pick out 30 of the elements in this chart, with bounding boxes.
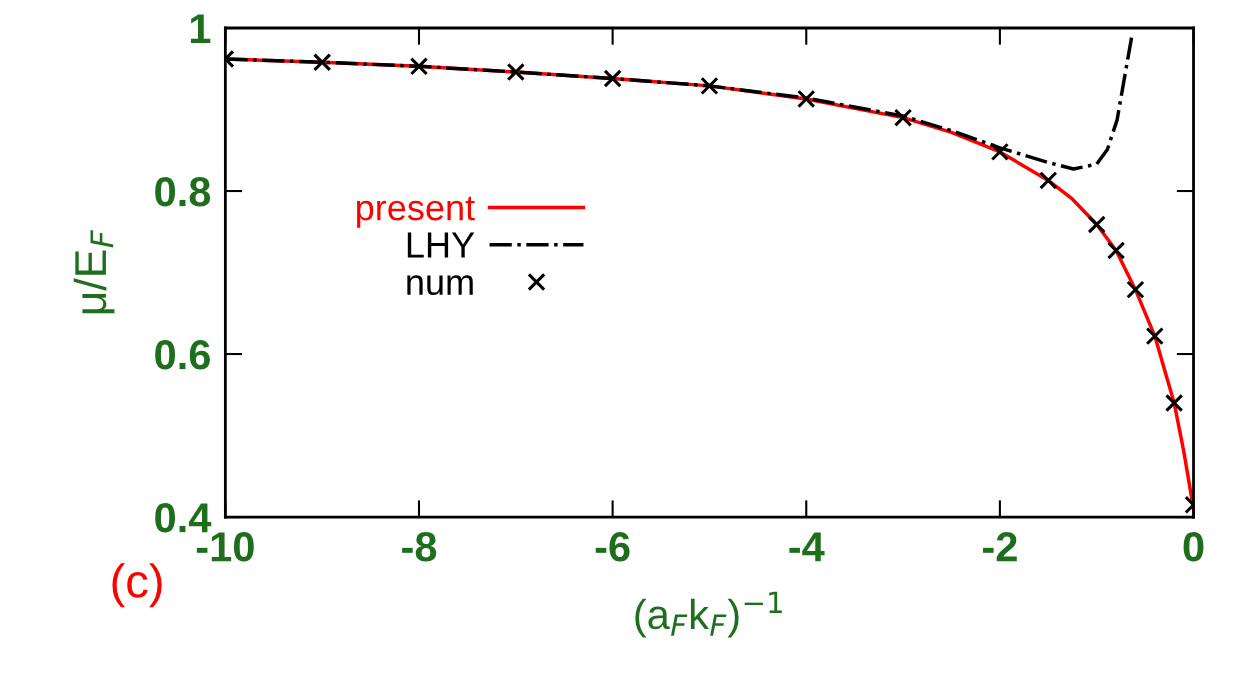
point — [1165, 393, 1184, 413]
point — [1039, 171, 1058, 190]
legend-label: LHY — [407, 232, 475, 258]
x-tick-label: -10 — [196, 532, 254, 562]
y-tick-label: 1 — [190, 14, 211, 44]
point — [313, 53, 332, 72]
point — [797, 89, 816, 109]
point — [990, 142, 1010, 162]
point — [409, 57, 429, 76]
y-axis-title: μ/E$_{F}$ — [73, 230, 115, 314]
point — [1126, 280, 1145, 299]
x-axis-title: (a$_{F}$k$_{F}$)$^{−1}$ — [635, 591, 782, 638]
x-tick-label: -2 — [983, 532, 1017, 562]
y-tick-label: 0.6 — [155, 340, 210, 370]
point — [700, 76, 719, 96]
x-tick-label: -8 — [402, 532, 437, 562]
legend-label: present — [357, 196, 475, 228]
x-tick-label: -6 — [595, 532, 630, 562]
y-tick-label: 0.4 — [155, 503, 212, 533]
point — [1087, 215, 1106, 234]
point — [506, 62, 525, 82]
text: (c) — [112, 563, 162, 608]
point — [1145, 326, 1164, 346]
point — [893, 108, 913, 127]
point — [603, 69, 622, 88]
legend-label: num — [407, 275, 473, 296]
x-tick-label: 0 — [1183, 532, 1204, 562]
x-tick-label: -4 — [789, 532, 825, 562]
point — [1106, 241, 1126, 260]
y-tick-label: 0.8 — [155, 177, 211, 207]
